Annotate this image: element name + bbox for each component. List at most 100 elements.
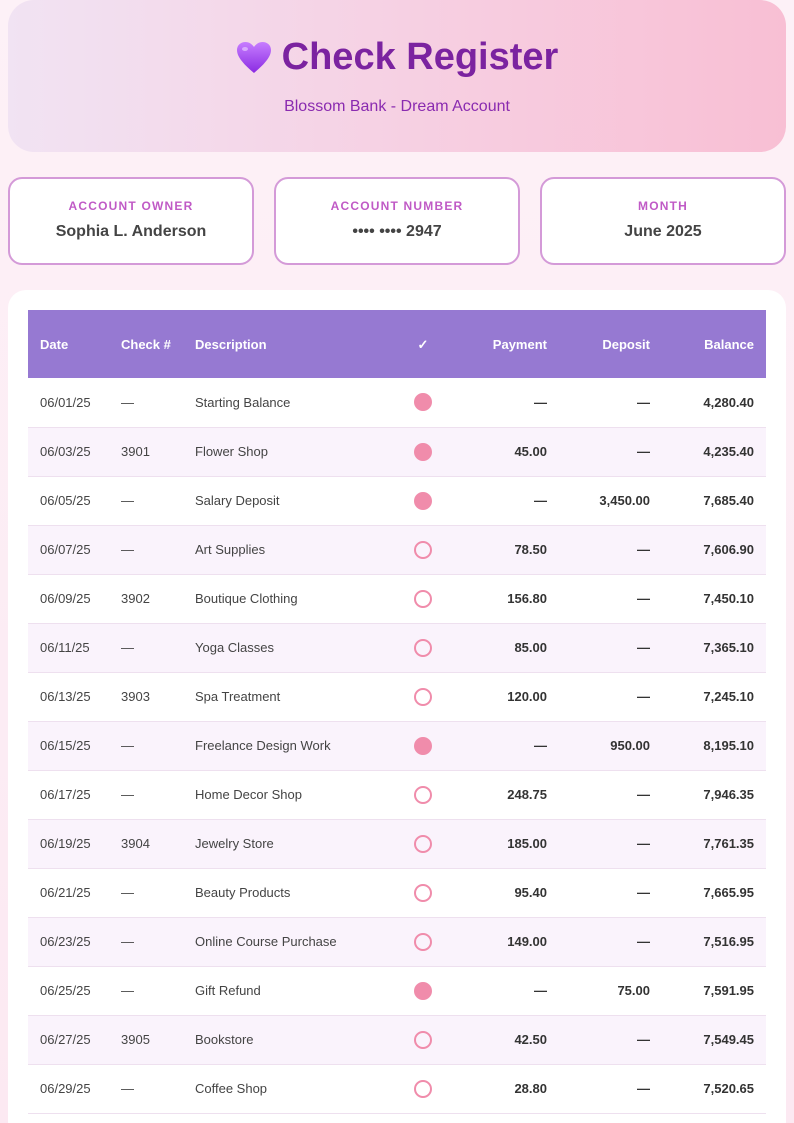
- payment-cell: —: [534, 983, 547, 998]
- cleared-cell: [398, 770, 448, 819]
- date-cell: 06/09/25: [40, 591, 91, 606]
- balance-cell: 7,665.95: [703, 885, 754, 900]
- check-number-cell: —: [121, 1081, 134, 1096]
- cleared-cell: [398, 1064, 448, 1113]
- table-row[interactable]: 06/27/25 3905 Bookstore 42.50 — 7,549.45: [28, 1015, 766, 1064]
- uncleared-check-icon[interactable]: [414, 1030, 432, 1049]
- uncleared-check-icon[interactable]: [414, 785, 432, 804]
- check-number-cell: 3902: [121, 591, 150, 606]
- payment-cell: —: [534, 394, 547, 410]
- check-number-cell: —: [121, 394, 134, 410]
- account-number-value: •••• •••• 2947: [352, 223, 442, 240]
- column-header-balance: Balance: [704, 336, 754, 352]
- balance-cell: 4,280.40: [703, 394, 754, 410]
- table-row[interactable]: 06/01/25 — Starting Balance — — 4,280.40: [28, 378, 766, 427]
- check-number-cell: 3904: [121, 836, 150, 851]
- payment-cell: 149.00: [507, 934, 547, 949]
- cleared-cell: [398, 1015, 448, 1064]
- deposit-cell: —: [637, 689, 650, 704]
- payment-cell: 45.00: [514, 444, 547, 459]
- deposit-cell: —: [637, 542, 650, 557]
- description-cell: Home Decor Shop: [195, 787, 302, 802]
- table-row[interactable]: 06/25/25 — Gift Refund — 75.00 7,591.95: [28, 966, 766, 1015]
- balance-cell: 7,685.40: [703, 493, 754, 508]
- cleared-check-icon[interactable]: [414, 736, 432, 755]
- payment-cell: 28.80: [514, 1081, 547, 1096]
- balance-cell: 7,520.65: [703, 1081, 754, 1096]
- title-row: Check Register: [8, 36, 786, 79]
- table-row[interactable]: 06/09/25 3902 Boutique Clothing 156.80 — 7,45…: [28, 574, 766, 623]
- date-cell: 06/27/25: [40, 1032, 91, 1047]
- date-cell: 06/15/25: [40, 738, 91, 753]
- cleared-check-icon[interactable]: [414, 491, 432, 510]
- cleared-cell: [398, 476, 448, 525]
- register-table: Date Check # Description ✓ Payment Depos…: [28, 310, 766, 1114]
- cleared-cell: [398, 574, 448, 623]
- check-number-cell: —: [121, 738, 134, 753]
- uncleared-check-icon[interactable]: [414, 687, 432, 706]
- uncleared-check-icon[interactable]: [414, 932, 432, 951]
- table-row[interactable]: 06/29/25 — Coffee Shop 28.80 — 7,520.65: [28, 1064, 766, 1113]
- register-panel: Date Check # Description ✓ Payment Depos…: [8, 290, 786, 1123]
- date-cell: 06/17/25: [40, 787, 91, 802]
- check-number-cell: —: [121, 885, 134, 900]
- description-cell: Yoga Classes: [195, 640, 275, 655]
- uncleared-check-icon[interactable]: [414, 834, 432, 853]
- account-owner-card: Account Owner Sophia L. Anderson: [8, 177, 254, 265]
- payment-cell: 85.00: [514, 640, 547, 655]
- deposit-cell: —: [637, 444, 650, 459]
- table-row[interactable]: 06/23/25 — Online Course Purchase 149.00 — 7,…: [28, 917, 766, 966]
- cleared-check-icon[interactable]: [414, 393, 432, 412]
- payment-cell: 156.80: [507, 591, 547, 606]
- date-cell: 06/29/25: [40, 1081, 91, 1096]
- payment-cell: 95.40: [514, 885, 547, 900]
- date-cell: 06/21/25: [40, 885, 91, 900]
- deposit-cell: —: [637, 1032, 650, 1047]
- account-number-card: Account Number •••• •••• 2947: [274, 177, 520, 265]
- table-row[interactable]: 06/15/25 — Freelance Design Work — 950.00 8,1…: [28, 721, 766, 770]
- balance-cell: 7,516.95: [703, 934, 754, 949]
- column-header-check-number: Check #: [121, 336, 171, 352]
- table-row[interactable]: 06/13/25 3903 Spa Treatment 120.00 — 7,245.10: [28, 672, 766, 721]
- payment-cell: 248.75: [507, 787, 547, 802]
- uncleared-check-icon[interactable]: [414, 540, 432, 559]
- payment-cell: 78.50: [514, 542, 547, 557]
- check-number-cell: —: [121, 934, 134, 949]
- cleared-check-icon[interactable]: [414, 442, 432, 461]
- cleared-cell: [398, 427, 448, 476]
- deposit-cell: —: [637, 885, 650, 900]
- description-cell: Beauty Products: [195, 885, 291, 900]
- date-cell: 06/25/25: [40, 983, 91, 998]
- month-card: Month June 2025: [540, 177, 786, 265]
- description-cell: Jewelry Store: [195, 836, 274, 851]
- table-row[interactable]: 06/03/25 3901 Flower Shop 45.00 — 4,235.40: [28, 427, 766, 476]
- payment-cell: 185.00: [507, 836, 547, 851]
- month-label: Month: [638, 199, 688, 213]
- cleared-check-icon[interactable]: [414, 981, 432, 1000]
- uncleared-check-icon[interactable]: [414, 1079, 432, 1098]
- table-row[interactable]: 06/17/25 — Home Decor Shop 248.75 — 7,946.35: [28, 770, 766, 819]
- date-cell: 06/05/25: [40, 493, 91, 508]
- table-row[interactable]: 06/21/25 — Beauty Products 95.40 — 7,665.95: [28, 868, 766, 917]
- column-header-date: Date: [40, 336, 69, 352]
- deposit-cell: —: [637, 934, 650, 949]
- uncleared-check-icon[interactable]: [414, 883, 432, 902]
- description-cell: Gift Refund: [195, 983, 261, 998]
- table-row[interactable]: 06/19/25 3904 Jewelry Store 185.00 — 7,761.35: [28, 819, 766, 868]
- description-cell: Art Supplies: [195, 542, 266, 557]
- uncleared-check-icon[interactable]: [414, 638, 432, 657]
- table-row[interactable]: 06/11/25 — Yoga Classes 85.00 — 7,365.10: [28, 623, 766, 672]
- column-header-deposit: Deposit: [602, 336, 650, 352]
- check-number-cell: —: [121, 640, 134, 655]
- cleared-cell: [398, 623, 448, 672]
- account-number-label: Account Number: [330, 199, 464, 213]
- description-cell: Coffee Shop: [195, 1081, 268, 1096]
- table-row[interactable]: 06/05/25 — Salary Deposit — 3,450.00 7,685.40: [28, 476, 766, 525]
- uncleared-check-icon[interactable]: [414, 589, 432, 608]
- date-cell: 06/19/25: [40, 836, 91, 851]
- cleared-cell: [398, 917, 448, 966]
- month-value: June 2025: [624, 223, 702, 240]
- deposit-cell: —: [637, 394, 650, 410]
- table-row[interactable]: 06/07/25 — Art Supplies 78.50 — 7,606.90: [28, 525, 766, 574]
- deposit-cell: —: [637, 640, 650, 655]
